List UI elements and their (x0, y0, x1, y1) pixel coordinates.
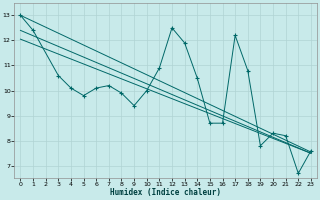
X-axis label: Humidex (Indice chaleur): Humidex (Indice chaleur) (110, 188, 221, 197)
